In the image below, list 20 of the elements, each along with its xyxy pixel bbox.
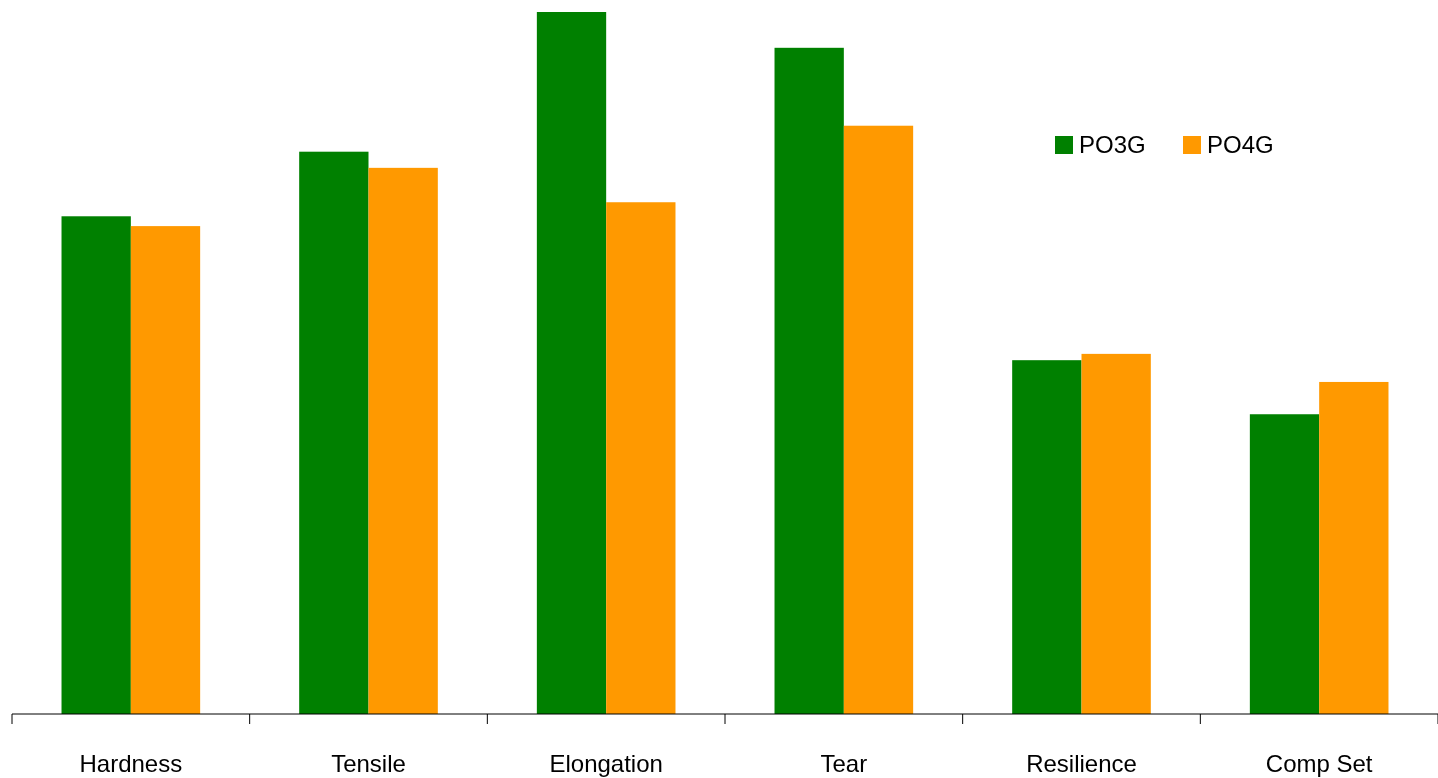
bar [843,125,914,714]
x-tick-label: Resilience [1026,750,1137,777]
bar [61,216,131,714]
bar [368,167,438,714]
legend-label: PO3G [1079,131,1146,158]
bar [130,226,201,714]
bar [1249,414,1320,714]
x-tick-label: Tensile [331,750,406,777]
bar [1081,353,1151,714]
x-tick-label: Tear [820,750,868,777]
x-tick-label: Elongation [549,750,663,777]
x-tick-label: Hardness [79,750,183,777]
bar [1319,381,1389,714]
bar [536,12,607,714]
bar [1012,360,1082,714]
bar [606,202,676,714]
x-tick-label: Comp Set [1265,750,1373,777]
legend-label: PO4G [1207,131,1274,158]
bar [299,151,369,714]
bar [774,47,844,714]
